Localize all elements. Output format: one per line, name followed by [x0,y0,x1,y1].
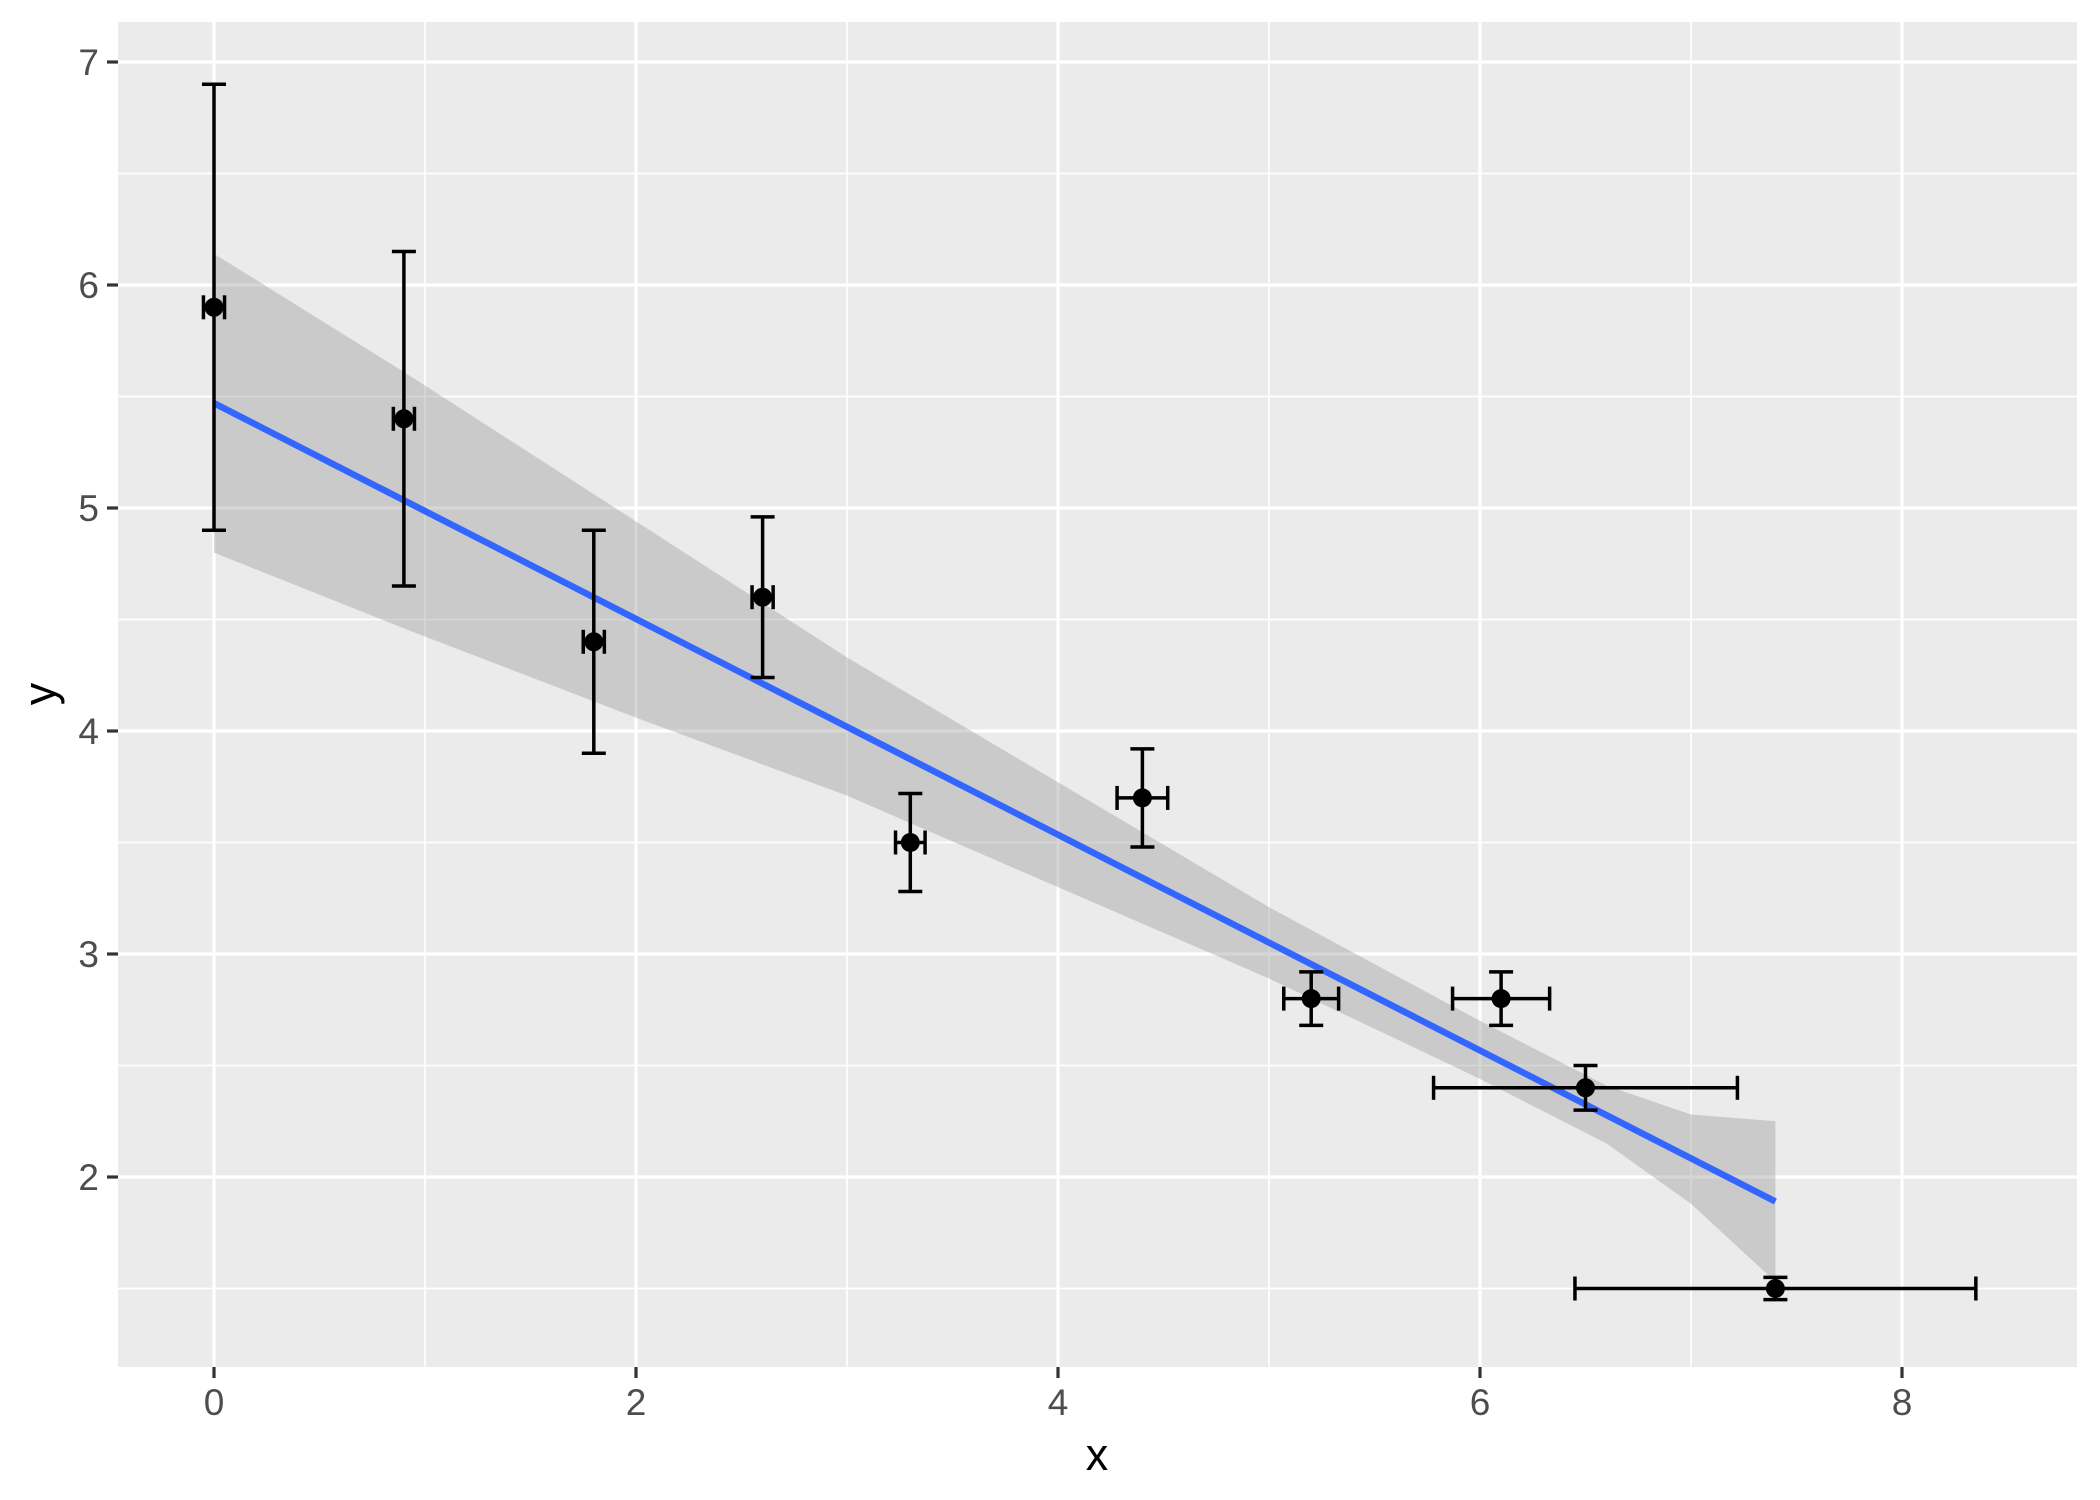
data-point [1765,1279,1785,1298]
data-point [1576,1078,1595,1098]
data-point [900,833,920,852]
confidence-band [214,253,1776,1282]
x-tick-label: 6 [1470,1382,1491,1423]
y-tick-label: 4 [78,711,99,752]
data-point [753,587,773,607]
data-point [394,409,414,429]
data-point [584,632,604,652]
y-tick-label: 5 [78,488,99,529]
data-point [1301,989,1321,1009]
y-tick-label: 2 [78,1157,99,1198]
data-point [1491,989,1511,1009]
y-axis-title: y [14,682,65,705]
x-axis-title: x [1086,1429,1109,1480]
plot-panel-background [118,22,2077,1367]
y-tick-label: 3 [78,934,99,975]
y-tick-label: 7 [78,42,99,83]
x-tick-label: 0 [204,1382,225,1423]
x-tick-label: 4 [1048,1382,1069,1423]
y-tick-label: 6 [78,265,99,306]
regression-line [212,400,1777,1205]
data-point [1132,788,1152,808]
data-point [204,297,224,317]
x-tick-label: 2 [626,1382,647,1423]
x-tick-label: 8 [1892,1382,1913,1423]
